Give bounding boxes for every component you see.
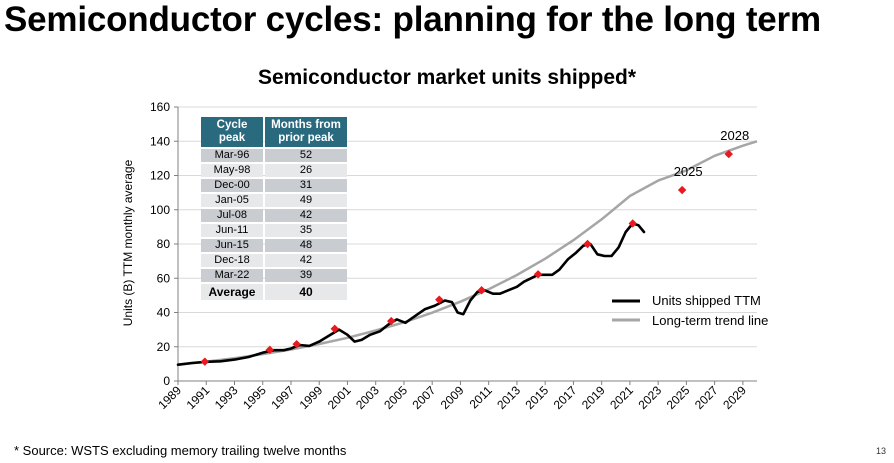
- source-note: * Source: WSTS excluding memory trailing…: [14, 443, 347, 458]
- projection-marker: [677, 185, 687, 195]
- x-tick-label: 1991: [184, 383, 213, 412]
- marker-layer: [200, 219, 637, 366]
- cycle-peak-marker: [533, 270, 543, 279]
- cycle-peak-marker: [265, 345, 274, 355]
- x-tick-label: 1993: [212, 383, 241, 412]
- cycle-peak-marker: [435, 295, 444, 304]
- table-row: Jan-05 49: [201, 194, 347, 207]
- y-tick-label: 40: [157, 306, 171, 320]
- projection-marker: [724, 149, 733, 159]
- projection-label: 2025: [674, 164, 703, 179]
- y-tick-label: 120: [150, 169, 170, 183]
- x-tick-label: 2013: [494, 383, 523, 412]
- x-tick-label: 2029: [720, 383, 749, 412]
- table-cell-peak: May-98: [201, 164, 263, 177]
- table-cell-months: 42: [265, 209, 347, 222]
- x-tick-label: 2011: [467, 383, 495, 411]
- table-cell-months: 39: [265, 269, 347, 282]
- table-cell-months: 52: [265, 149, 347, 162]
- table-cell-months: 35: [265, 224, 347, 237]
- table-header-peak: Cycle peak: [201, 117, 263, 147]
- x-tick-label: 1989: [155, 383, 184, 412]
- table-average-label: Average: [201, 284, 263, 300]
- table-header-months: Months from prior peak: [265, 117, 347, 147]
- table-row: May-98 26: [201, 164, 347, 177]
- page-number: 13: [875, 446, 886, 456]
- actual-layer: [176, 222, 646, 366]
- table-row: Mar-22 39: [201, 269, 347, 282]
- legend-label-trend: Long-term trend line: [652, 313, 768, 328]
- chart-legend: Units shipped TTM Long-term trend line: [612, 293, 768, 328]
- x-tick-label: 2025: [664, 383, 693, 412]
- table-cell-peak: Jun-11: [201, 224, 263, 237]
- table-average-row: Average 40: [201, 284, 347, 300]
- cycle-peak-marker: [200, 357, 210, 366]
- table-row: Jul-08 42: [201, 209, 347, 222]
- table-cell-months: 49: [265, 194, 347, 207]
- y-tick-label: 100: [150, 203, 170, 217]
- cycle-peak-marker: [583, 239, 592, 249]
- y-tick-label: 20: [157, 340, 171, 354]
- x-tick-label: 2009: [438, 383, 467, 412]
- y-tick-label: 80: [157, 237, 171, 251]
- slide-title: Semiconductor cycles: planning for the l…: [4, 0, 821, 39]
- cycle-peak-marker: [330, 324, 339, 333]
- table-cell-peak: Dec-00: [201, 179, 263, 192]
- table-cell-months: 31: [265, 179, 347, 192]
- x-tick-label: 1997: [268, 383, 297, 412]
- projection-label: 2028: [720, 128, 749, 143]
- table-row: Mar-96 52: [201, 149, 347, 162]
- x-tick-label: 2021: [607, 383, 636, 412]
- table-row: Dec-18 42: [201, 254, 347, 267]
- table-cell-months: 26: [265, 164, 347, 177]
- x-tick-label: 2003: [353, 383, 382, 412]
- cycle-peak-marker: [477, 286, 486, 295]
- table-header-row: Cycle peak Months from prior peak: [201, 117, 347, 147]
- x-tick-label: 1995: [240, 383, 269, 412]
- x-tick-label: 1999: [297, 383, 326, 412]
- series-line-units: [176, 222, 646, 366]
- x-tick-label: 2001: [325, 383, 354, 412]
- table-row: Jun-15 48: [201, 239, 347, 252]
- cycle-peak-marker: [628, 219, 637, 228]
- x-tick-label: 2027: [692, 383, 721, 412]
- table-row: Jun-11 35: [201, 224, 347, 237]
- y-tick-label: 140: [150, 134, 170, 148]
- table-cell-months: 48: [265, 239, 347, 252]
- table-cell-months: 42: [265, 254, 347, 267]
- y-axis-label: Units (B) TTM monthly average: [121, 159, 135, 326]
- table-cell-peak: Mar-96: [201, 149, 263, 162]
- table-cell-peak: Jun-15: [201, 239, 263, 252]
- table-average-value: 40: [265, 284, 347, 300]
- projection-layer: 2025 2028: [674, 128, 749, 195]
- x-tick-label: 2015: [523, 383, 552, 412]
- x-tick-label: 2005: [381, 383, 410, 412]
- cycle-peak-marker: [292, 339, 301, 349]
- legend-label-units: Units shipped TTM: [652, 293, 761, 308]
- x-tick-label: 2017: [551, 383, 580, 412]
- x-tick-label: 2007: [410, 383, 439, 412]
- x-tick-label: 2019: [579, 383, 608, 412]
- y-tick-label: 60: [157, 271, 171, 285]
- cycle-peak-table: Cycle peak Months from prior peak Mar-96…: [199, 115, 349, 302]
- chart-title: Semiconductor market units shipped*: [257, 66, 637, 89]
- y-tick-label: 0: [163, 374, 170, 388]
- table-cell-peak: Dec-18: [201, 254, 263, 267]
- x-tick-label: 2023: [635, 383, 664, 412]
- table-cell-peak: Jul-08: [201, 209, 263, 222]
- table-row: Dec-00 31: [201, 179, 347, 192]
- table-cell-peak: Mar-22: [201, 269, 263, 282]
- y-tick-label: 160: [150, 100, 170, 114]
- cycle-peak-marker: [387, 316, 396, 326]
- table-cell-peak: Jan-05: [201, 194, 263, 207]
